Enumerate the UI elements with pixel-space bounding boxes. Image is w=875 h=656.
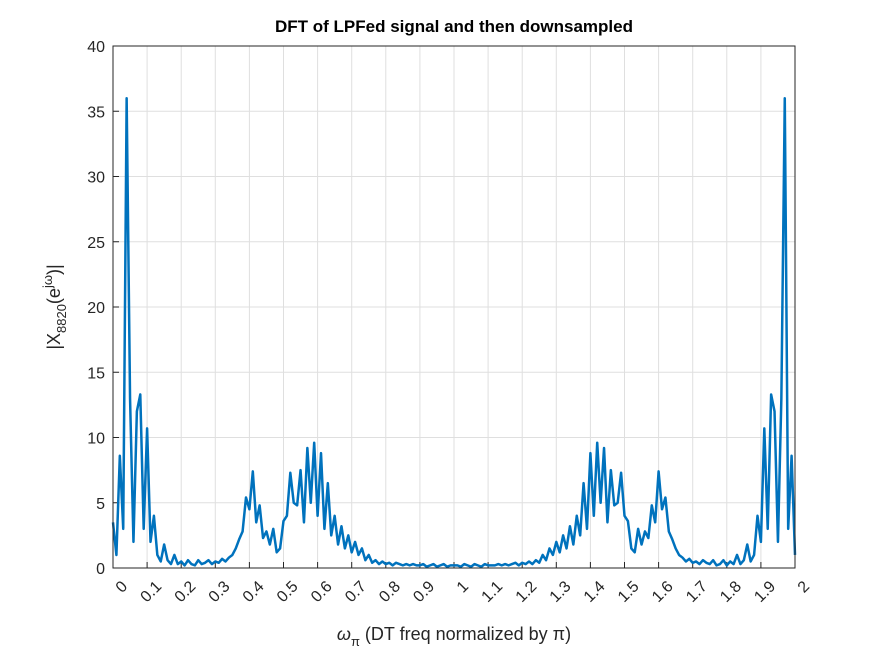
y-tick-label: 5 (96, 496, 105, 513)
y-label-part: |X (44, 333, 64, 350)
x-label-part: π (351, 634, 360, 649)
y-label-part: jω (40, 275, 55, 289)
x-axis-label: ωπ (DT freq normalized by π) (337, 624, 571, 649)
chart-title: DFT of LPFed signal and then downsampled (275, 17, 633, 36)
y-label-part: )| (44, 264, 64, 275)
y-tick-label: 30 (87, 170, 105, 187)
y-tick-label: 20 (87, 300, 105, 317)
y-axis-label: |X8820(ejω)| (40, 264, 69, 349)
axes-box (112, 45, 796, 569)
y-tick-label: 0 (96, 561, 105, 578)
x-label-part: (DT freq normalized by π) (360, 624, 571, 644)
x-label-part: ω (337, 624, 351, 644)
y-tick-label: 25 (87, 235, 105, 252)
y-tick-label: 15 (87, 365, 105, 382)
y-tick-label: 40 (87, 39, 105, 56)
y-label-part: 8820 (54, 304, 69, 333)
data-line (111, 96, 797, 568)
y-tick-label: 10 (87, 431, 105, 448)
y-label-part: (e (44, 288, 64, 304)
y-tick-label: 35 (87, 104, 105, 121)
